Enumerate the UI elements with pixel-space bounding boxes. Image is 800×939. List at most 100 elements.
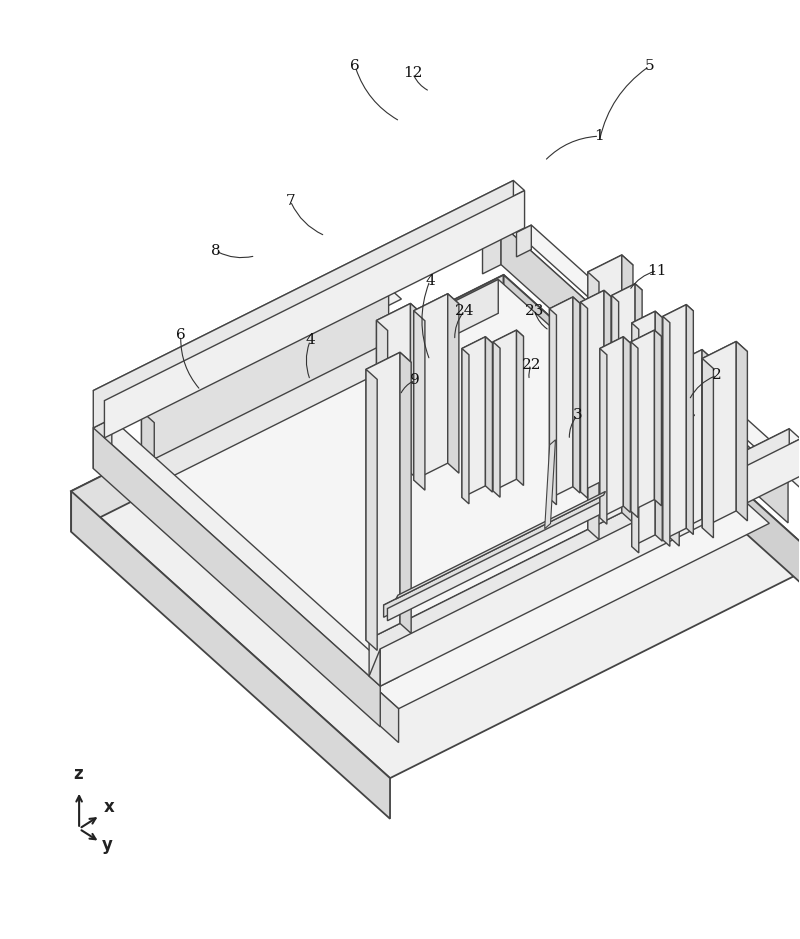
Polygon shape <box>377 303 422 331</box>
Polygon shape <box>486 337 493 492</box>
Polygon shape <box>462 337 486 498</box>
Text: 1: 1 <box>594 130 604 143</box>
Polygon shape <box>655 311 662 541</box>
Polygon shape <box>142 287 389 466</box>
Polygon shape <box>550 297 580 316</box>
Polygon shape <box>663 316 670 546</box>
Polygon shape <box>71 491 390 819</box>
Text: 22: 22 <box>522 359 542 373</box>
Polygon shape <box>400 352 411 634</box>
Polygon shape <box>105 191 525 438</box>
Text: 23: 23 <box>525 303 544 317</box>
Polygon shape <box>493 331 523 348</box>
Polygon shape <box>410 303 422 483</box>
Text: x: x <box>104 797 114 815</box>
Text: 9: 9 <box>410 374 420 387</box>
Polygon shape <box>545 439 555 529</box>
Polygon shape <box>94 180 514 428</box>
Polygon shape <box>517 225 531 257</box>
Polygon shape <box>550 309 557 505</box>
Polygon shape <box>622 255 633 522</box>
Polygon shape <box>663 304 686 540</box>
Polygon shape <box>600 337 630 355</box>
Polygon shape <box>366 352 400 640</box>
Polygon shape <box>369 429 790 676</box>
Polygon shape <box>482 224 501 274</box>
Polygon shape <box>94 419 399 686</box>
Polygon shape <box>632 311 655 546</box>
Polygon shape <box>600 348 607 524</box>
Polygon shape <box>94 180 525 401</box>
Polygon shape <box>609 450 662 476</box>
Polygon shape <box>387 490 625 621</box>
Polygon shape <box>640 411 694 437</box>
Polygon shape <box>127 280 770 709</box>
Polygon shape <box>631 331 662 348</box>
Polygon shape <box>517 225 800 491</box>
Polygon shape <box>588 255 633 282</box>
Polygon shape <box>94 428 380 727</box>
Text: 4: 4 <box>425 273 434 287</box>
Text: z: z <box>73 765 82 783</box>
Polygon shape <box>142 287 402 423</box>
Polygon shape <box>501 224 788 523</box>
Polygon shape <box>686 304 694 534</box>
Polygon shape <box>482 224 788 491</box>
Polygon shape <box>573 297 580 493</box>
Polygon shape <box>612 296 618 491</box>
Text: y: y <box>102 836 113 854</box>
Polygon shape <box>369 429 800 649</box>
Text: 6: 6 <box>176 329 186 343</box>
Text: 3: 3 <box>573 408 582 423</box>
Polygon shape <box>702 359 714 538</box>
Polygon shape <box>414 294 448 480</box>
Text: 11: 11 <box>647 264 667 278</box>
Polygon shape <box>654 331 662 506</box>
Polygon shape <box>600 337 623 518</box>
Text: 24: 24 <box>455 303 474 317</box>
Polygon shape <box>702 342 736 528</box>
Polygon shape <box>127 465 398 743</box>
Polygon shape <box>631 331 654 511</box>
Polygon shape <box>640 411 690 449</box>
Polygon shape <box>612 284 642 301</box>
Polygon shape <box>612 284 635 485</box>
Text: 12: 12 <box>403 67 422 81</box>
Polygon shape <box>517 331 523 485</box>
Polygon shape <box>493 342 500 498</box>
Polygon shape <box>604 290 611 486</box>
Polygon shape <box>94 419 112 469</box>
Polygon shape <box>414 311 425 490</box>
Polygon shape <box>462 348 469 504</box>
Polygon shape <box>448 294 459 473</box>
Text: 4: 4 <box>306 333 315 347</box>
Polygon shape <box>632 323 638 553</box>
Polygon shape <box>581 290 611 308</box>
Text: 5: 5 <box>644 59 654 73</box>
Polygon shape <box>736 342 747 521</box>
Polygon shape <box>377 320 388 500</box>
Polygon shape <box>396 491 606 599</box>
Polygon shape <box>414 294 459 321</box>
Text: 7: 7 <box>286 194 295 208</box>
Polygon shape <box>504 275 800 603</box>
Polygon shape <box>380 439 800 686</box>
Polygon shape <box>635 284 642 480</box>
Polygon shape <box>462 337 493 355</box>
Polygon shape <box>581 302 587 499</box>
Polygon shape <box>384 486 621 617</box>
Polygon shape <box>623 337 630 513</box>
Polygon shape <box>668 366 679 546</box>
Polygon shape <box>384 486 625 608</box>
Polygon shape <box>142 411 154 477</box>
Polygon shape <box>668 349 714 377</box>
Polygon shape <box>493 331 517 491</box>
Text: 6: 6 <box>350 59 360 73</box>
Polygon shape <box>550 297 573 499</box>
Polygon shape <box>632 311 662 330</box>
Polygon shape <box>377 303 410 490</box>
Polygon shape <box>588 272 599 540</box>
Polygon shape <box>631 342 638 517</box>
Polygon shape <box>663 304 694 323</box>
Polygon shape <box>71 275 504 531</box>
